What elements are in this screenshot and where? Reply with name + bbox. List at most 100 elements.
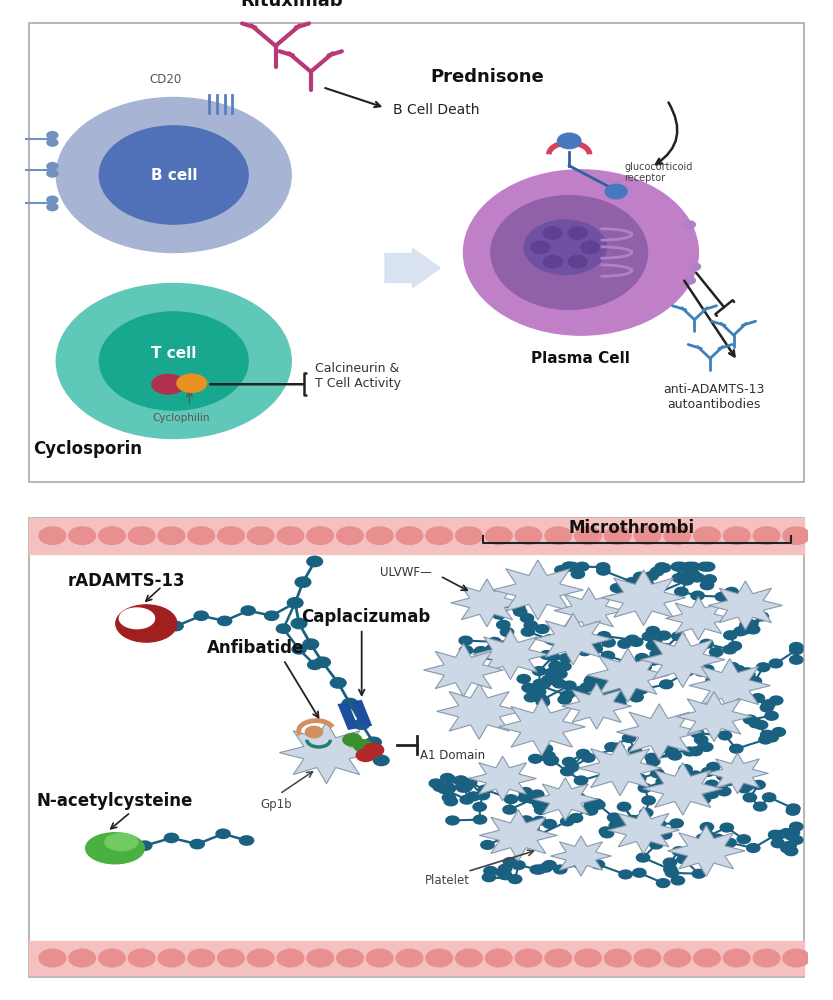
Circle shape [397, 527, 423, 544]
Polygon shape [436, 683, 521, 739]
Circle shape [581, 641, 594, 649]
Circle shape [504, 795, 517, 804]
Circle shape [217, 527, 244, 544]
Circle shape [478, 785, 491, 794]
Circle shape [39, 949, 66, 967]
Circle shape [531, 831, 545, 839]
Circle shape [613, 699, 626, 708]
Circle shape [463, 778, 476, 787]
Circle shape [541, 675, 555, 684]
Circle shape [307, 949, 333, 967]
Circle shape [511, 861, 525, 869]
Circle shape [586, 675, 599, 684]
Polygon shape [492, 560, 583, 620]
Circle shape [671, 876, 685, 885]
Circle shape [741, 670, 755, 679]
Circle shape [646, 656, 660, 665]
Circle shape [783, 841, 796, 850]
Circle shape [496, 868, 509, 877]
Circle shape [546, 756, 559, 765]
Circle shape [605, 949, 631, 967]
Circle shape [524, 684, 537, 693]
Circle shape [578, 647, 591, 656]
Circle shape [638, 663, 651, 671]
Circle shape [663, 858, 676, 867]
Circle shape [722, 596, 736, 605]
Circle shape [566, 562, 579, 571]
Circle shape [729, 593, 742, 602]
Circle shape [697, 795, 711, 804]
Text: Calcineurin &
T Cell Activity: Calcineurin & T Cell Activity [315, 362, 401, 390]
Circle shape [680, 576, 693, 585]
Circle shape [678, 777, 691, 786]
Circle shape [686, 570, 700, 578]
Polygon shape [689, 659, 771, 712]
Circle shape [533, 679, 546, 688]
Circle shape [456, 949, 482, 967]
Circle shape [751, 694, 765, 702]
Polygon shape [534, 613, 612, 665]
Circle shape [674, 562, 687, 571]
Circle shape [642, 796, 656, 805]
Circle shape [759, 735, 772, 744]
Circle shape [623, 689, 636, 698]
Circle shape [98, 527, 125, 544]
Circle shape [681, 782, 694, 791]
Circle shape [679, 769, 692, 778]
Polygon shape [601, 570, 686, 625]
Circle shape [706, 676, 719, 685]
Circle shape [629, 663, 642, 672]
Circle shape [633, 686, 646, 694]
Circle shape [674, 665, 687, 673]
Circle shape [770, 696, 783, 705]
Circle shape [536, 625, 549, 633]
Circle shape [292, 645, 306, 654]
Circle shape [217, 616, 232, 626]
Circle shape [69, 527, 96, 544]
Polygon shape [616, 704, 702, 760]
Circle shape [706, 790, 719, 798]
Circle shape [635, 685, 648, 694]
Circle shape [721, 823, 733, 832]
Circle shape [753, 527, 780, 544]
Circle shape [617, 759, 631, 768]
Circle shape [689, 771, 702, 780]
Circle shape [217, 949, 244, 967]
Circle shape [737, 835, 751, 844]
Circle shape [337, 949, 363, 967]
Circle shape [476, 791, 490, 800]
Circle shape [446, 816, 459, 825]
Circle shape [532, 687, 546, 696]
Circle shape [723, 838, 736, 847]
Circle shape [164, 833, 178, 843]
Circle shape [609, 821, 622, 830]
Circle shape [752, 780, 766, 789]
Circle shape [657, 563, 671, 572]
Circle shape [611, 743, 624, 752]
Circle shape [659, 830, 672, 839]
Text: Cyclosporin: Cyclosporin [32, 440, 142, 458]
Circle shape [366, 737, 382, 748]
Circle shape [488, 637, 501, 646]
Circle shape [716, 592, 729, 601]
Circle shape [529, 754, 542, 763]
Circle shape [665, 747, 678, 756]
Circle shape [637, 664, 651, 673]
Ellipse shape [116, 605, 177, 642]
Circle shape [331, 678, 346, 688]
Circle shape [753, 949, 780, 967]
Circle shape [626, 635, 639, 644]
Circle shape [581, 241, 600, 254]
Polygon shape [667, 825, 745, 876]
Circle shape [545, 800, 558, 809]
Polygon shape [469, 756, 536, 801]
Ellipse shape [57, 284, 292, 438]
Circle shape [571, 570, 585, 579]
Text: rADAMTS-13: rADAMTS-13 [68, 572, 186, 590]
Circle shape [475, 647, 487, 655]
Circle shape [307, 527, 333, 544]
Circle shape [572, 793, 586, 802]
Circle shape [438, 785, 451, 794]
Polygon shape [423, 644, 503, 696]
Circle shape [686, 562, 700, 571]
